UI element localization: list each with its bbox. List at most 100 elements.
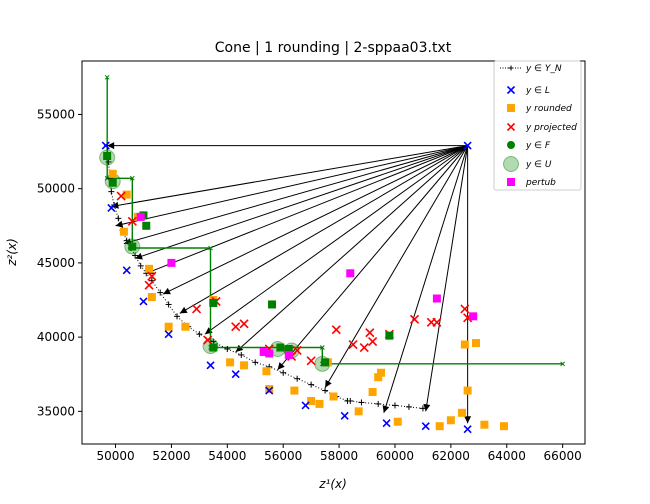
staircase-vertex xyxy=(319,345,325,350)
cone-ray-head xyxy=(382,405,390,413)
rounded-point xyxy=(164,322,173,331)
cone-ray xyxy=(464,145,472,424)
y-tick-label: 55000 xyxy=(37,107,75,121)
upper-bound-point-b xyxy=(139,297,148,306)
series-rounded xyxy=(108,169,508,431)
projected-point-b xyxy=(368,337,378,347)
chart-title: Cone | 1 rounding | 2-sppaa03.txt xyxy=(215,40,452,56)
frontier-tail-point xyxy=(347,397,354,404)
cone-ray-shaft xyxy=(204,145,468,335)
y-axis-label: z²(x) xyxy=(5,238,19,267)
pertub-point xyxy=(265,349,274,358)
projected-point-b xyxy=(460,304,470,314)
frontier-tail-point xyxy=(375,400,382,407)
projected-point-b xyxy=(348,339,358,350)
upper-bound-point xyxy=(101,141,110,150)
upper-bound-point-b xyxy=(107,203,116,213)
cone-ray xyxy=(134,145,468,260)
series-nondominated xyxy=(104,142,426,412)
feasible-point xyxy=(276,343,285,352)
projected-point-b xyxy=(231,322,241,332)
frontier-point xyxy=(196,331,203,338)
legend-entry-projected: y projected xyxy=(506,122,577,133)
legend-label: pertub xyxy=(525,178,556,188)
legend-entry-U: y ∈ U xyxy=(503,156,552,172)
x-tick-label: 62000 xyxy=(432,449,470,463)
feasible-point xyxy=(321,358,330,367)
upper-bound-point xyxy=(421,422,430,431)
cone-ray-head xyxy=(135,252,143,260)
projected-point xyxy=(127,216,137,226)
x-tick-label: 66000 xyxy=(544,449,582,463)
frontier-tail-point xyxy=(405,403,412,410)
frontier-point xyxy=(108,188,115,195)
cone-ray-head xyxy=(235,344,244,352)
rounded-point xyxy=(265,385,274,394)
rounded-point xyxy=(463,386,472,395)
rounded-point xyxy=(119,227,128,236)
feasible-point xyxy=(142,221,151,230)
x-tick-label: 58000 xyxy=(320,449,358,463)
pertub-point xyxy=(469,312,478,321)
frontier-point xyxy=(224,345,231,352)
cone-ray-shaft xyxy=(277,145,469,371)
rounded-point xyxy=(290,386,299,395)
pertub-point xyxy=(284,350,293,359)
upper-bound-point-b xyxy=(382,419,391,428)
rounded-point xyxy=(147,293,156,302)
projected-point xyxy=(460,304,470,314)
rounded-point xyxy=(480,420,489,429)
rounded-point xyxy=(181,322,190,331)
rounded-point xyxy=(377,368,386,377)
staircase-vertex xyxy=(129,175,135,181)
cone-ray-head xyxy=(107,142,115,150)
pertub-point xyxy=(136,212,145,221)
legend-box xyxy=(493,60,582,191)
upper-bound-point xyxy=(463,425,472,434)
legend-label: y projected xyxy=(525,123,577,133)
legend-entry-F: y ∈ F xyxy=(507,141,551,151)
cone-ray-head xyxy=(325,379,332,388)
feasible-point xyxy=(268,300,277,309)
rounded-point xyxy=(446,416,455,425)
series-pertub xyxy=(136,212,478,359)
x-tick-label: 60000 xyxy=(376,449,414,463)
pertub-point xyxy=(167,258,176,267)
series-upper-bounds xyxy=(101,141,472,434)
feasible-point xyxy=(103,152,112,161)
upper-bound-point xyxy=(382,419,391,428)
legend-entry-rounded: y rounded xyxy=(507,104,572,114)
legend-label: y ∈ U xyxy=(525,160,552,170)
projected-point xyxy=(331,325,341,335)
pertub-point xyxy=(432,294,441,303)
projected-point-b xyxy=(432,317,442,327)
rounded-point xyxy=(458,408,467,417)
legend-label: y ∈ Y_N xyxy=(525,64,562,74)
upper-bound-point xyxy=(463,141,472,150)
projected-point xyxy=(147,271,157,281)
legend-entry-pertub: pertub xyxy=(507,178,556,188)
y-tick-label: 45000 xyxy=(37,256,75,270)
legend-swatch xyxy=(506,122,516,132)
staircase-vertex-b xyxy=(319,345,325,350)
cone-ray-shaft xyxy=(134,145,468,259)
cone-ray-shaft xyxy=(324,145,469,388)
cone-ray-head xyxy=(179,306,188,314)
projected-point-b xyxy=(144,280,154,290)
rounded-point xyxy=(329,392,338,401)
staircase-vertex xyxy=(208,245,213,251)
staircase-vertex-b xyxy=(560,361,565,367)
upper-bound-point xyxy=(231,370,240,379)
cone-ray-head xyxy=(277,362,285,370)
legend-swatch-b xyxy=(506,85,516,95)
projected-point-b xyxy=(192,304,202,314)
projected-point xyxy=(306,356,316,366)
legend: y ∈ Y_Ny ∈ L y rounded y projected y ∈ F y ∈… xyxy=(493,60,582,191)
legend-label: y rounded xyxy=(525,104,572,114)
x-tick-label: 52000 xyxy=(152,449,190,463)
frontier-point xyxy=(123,237,130,244)
rounded-point xyxy=(435,422,444,431)
legend-label: y ∈ F xyxy=(525,141,551,151)
cone-rays xyxy=(107,142,472,424)
cone-ray xyxy=(235,145,468,353)
